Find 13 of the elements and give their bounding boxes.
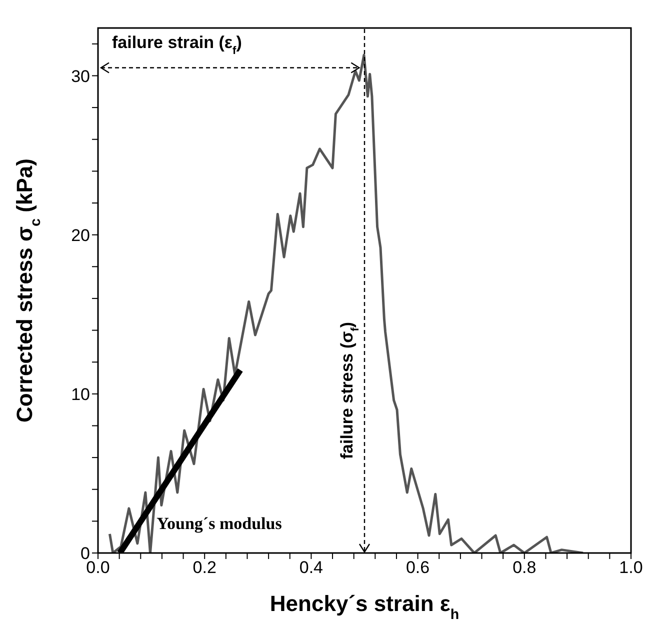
line-series	[108, 54, 584, 553]
x-tick-label: 0.2	[192, 558, 216, 578]
x-axis-title: Hencky´s strain ε$_{h}$	[270, 591, 460, 623]
annotation: Young´s modulus	[156, 514, 282, 534]
y-tick-label: 10	[71, 384, 90, 404]
x-tick-label: 0.4	[299, 558, 324, 578]
x-tick-label: 0.6	[406, 558, 430, 578]
y-tick-label: 30	[71, 66, 90, 86]
x-tick-label: 1.0	[619, 558, 643, 578]
annotation: failure strain (ε$_{f}$)	[112, 32, 242, 57]
y-tick-label: 20	[71, 226, 90, 245]
x-tick-label: 0.0	[86, 558, 110, 578]
x-tick-label: 0.8	[512, 558, 536, 578]
